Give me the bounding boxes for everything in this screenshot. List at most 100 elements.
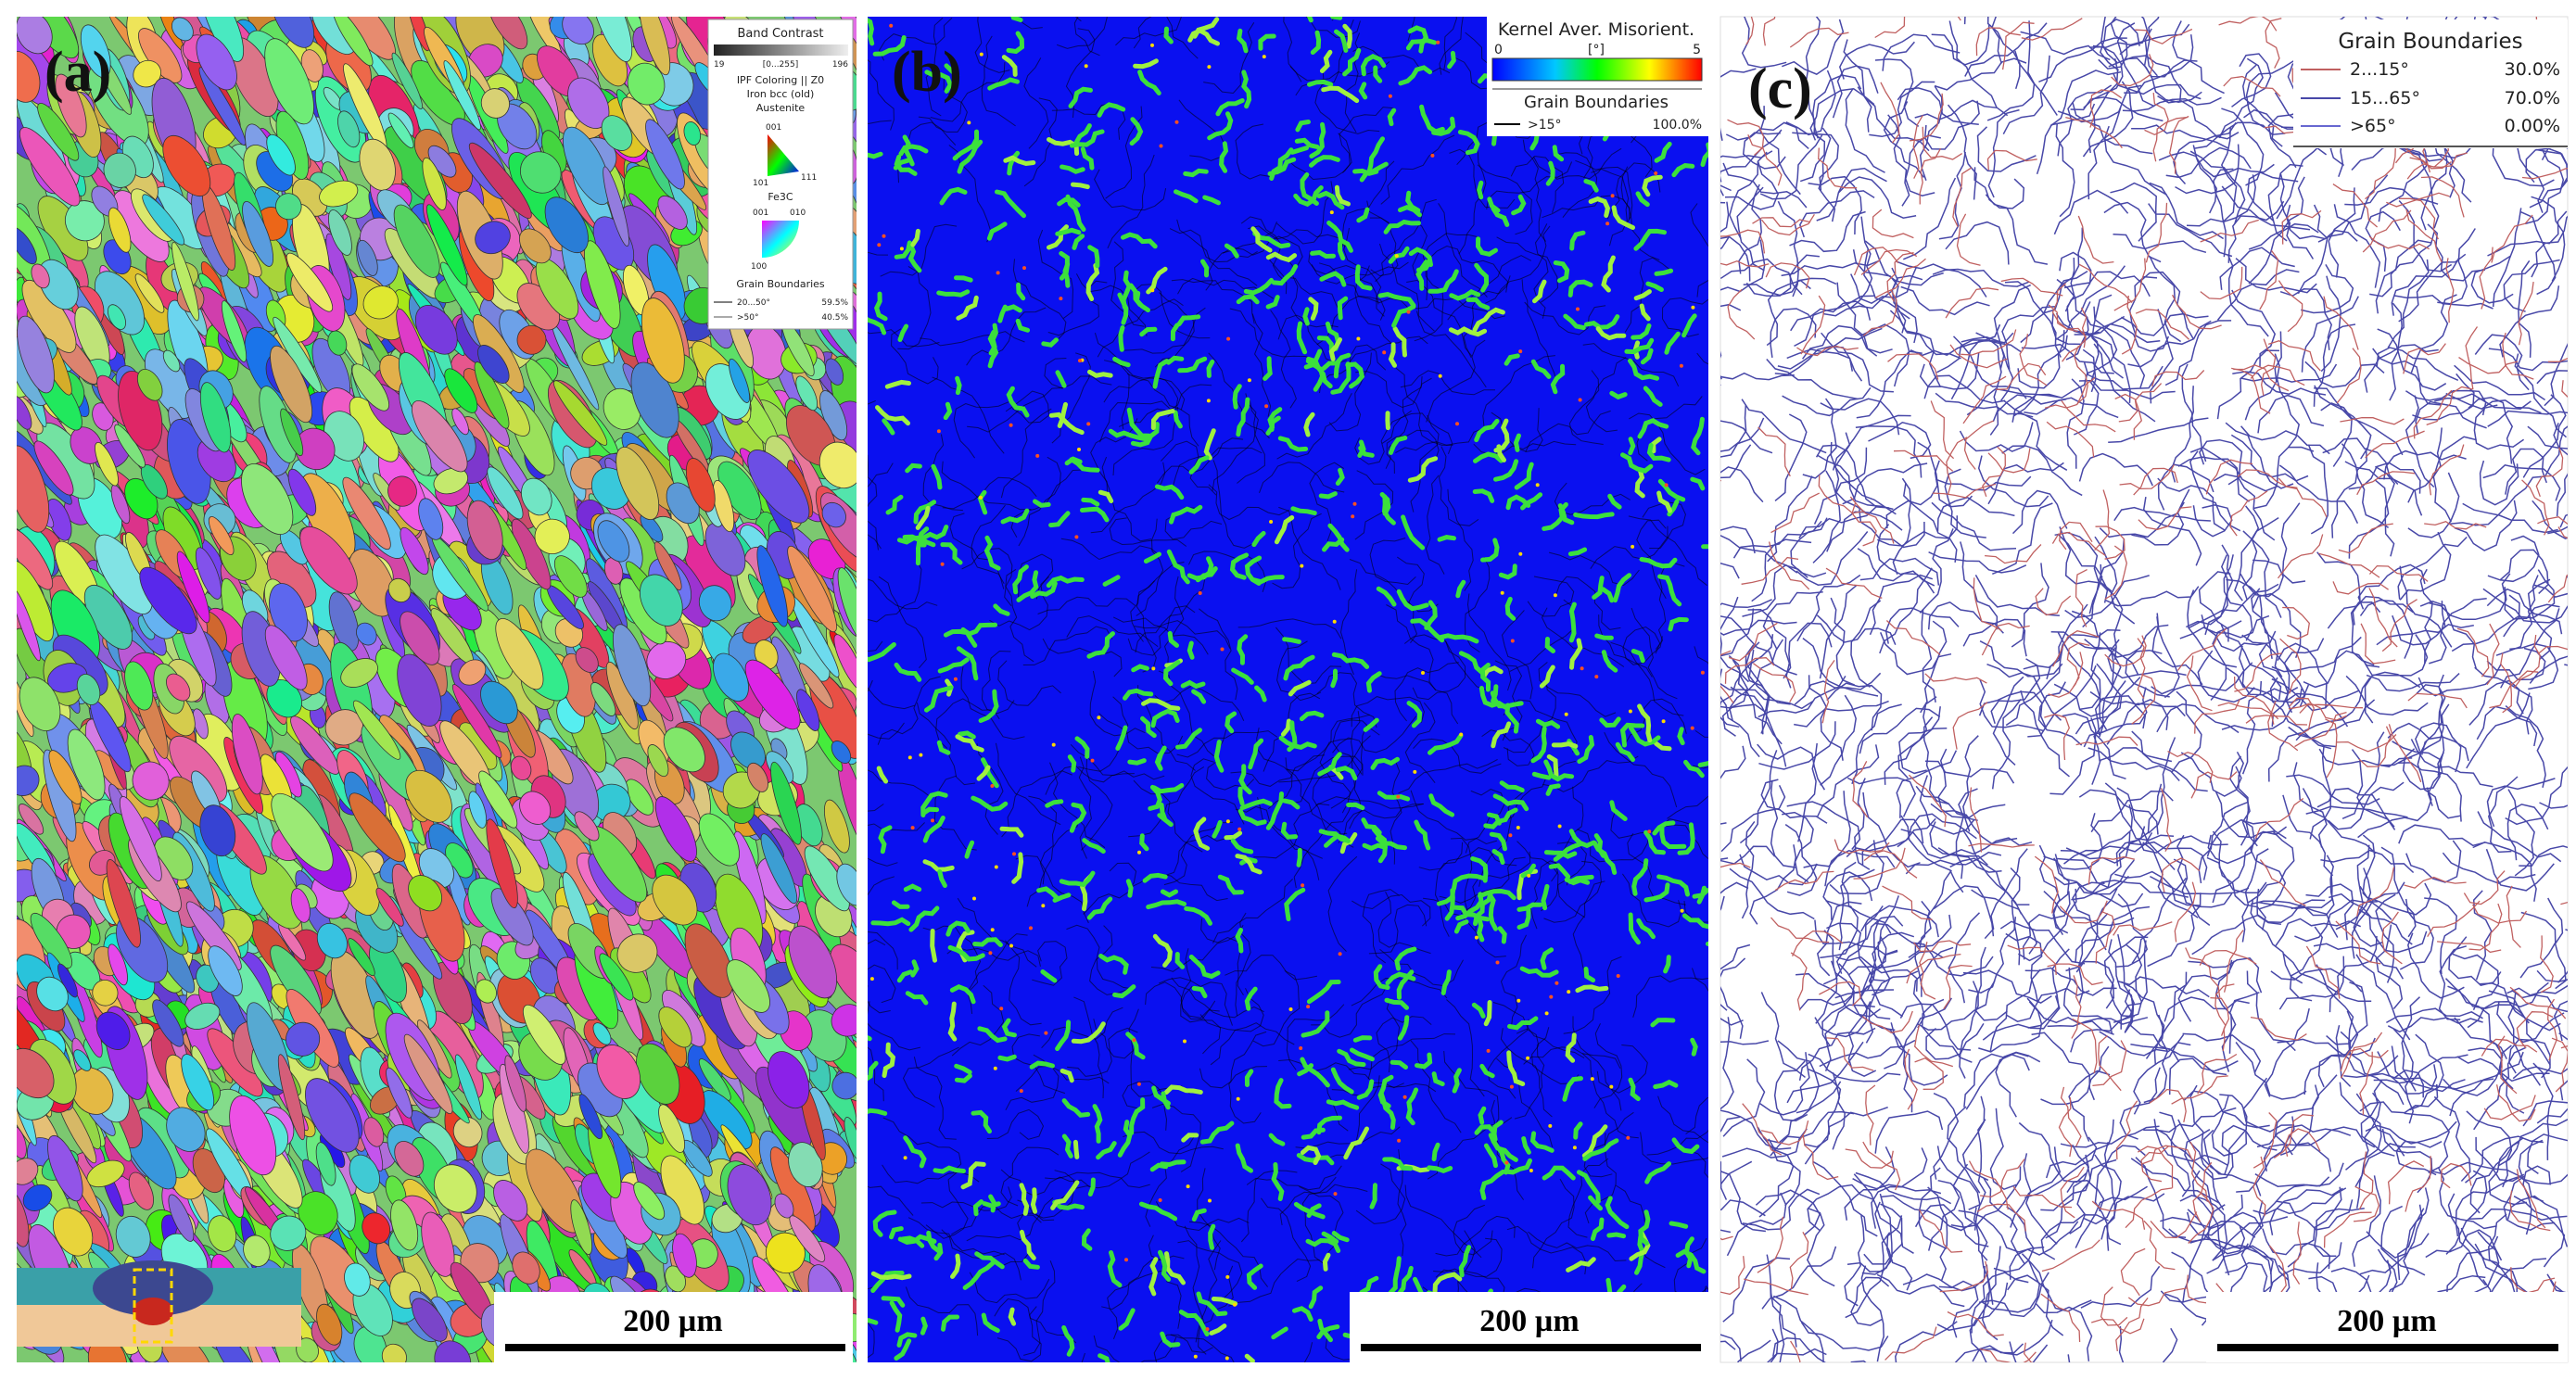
high-kam: [1072, 234, 1085, 250]
grain-boundary: [868, 462, 894, 551]
hagb: [2119, 17, 2149, 56]
grain: [683, 121, 702, 146]
hagb: [2509, 642, 2559, 690]
kam-spot: [1035, 453, 1040, 458]
grain-boundary: [1339, 107, 1395, 173]
grain-boundary: [1375, 198, 1437, 283]
grain: [418, 498, 444, 540]
high-kam: [962, 1260, 996, 1290]
hagb: [2472, 890, 2493, 981]
hagb: [1859, 557, 1940, 586]
grain-boundary: [1180, 948, 1216, 1020]
kam-spot: [999, 1007, 1004, 1011]
hagb: [1877, 1024, 1913, 1113]
high-kam: [1640, 348, 1654, 365]
grain: [831, 1004, 857, 1037]
hagb: [1980, 1260, 2040, 1313]
grain: [95, 1011, 131, 1050]
grain: [825, 358, 844, 386]
grain: [831, 741, 852, 764]
kam-spot: [1548, 1123, 1553, 1128]
hagb: [1720, 1340, 1736, 1350]
hagb: [2053, 189, 2129, 235]
grain-boundary: [1355, 371, 1432, 409]
grain: [795, 375, 818, 411]
hagb: [2091, 294, 2124, 379]
hagb: [2099, 19, 2140, 71]
hagb: [2069, 1158, 2117, 1234]
high-kam: [1478, 1106, 1487, 1125]
hagb: [2428, 587, 2507, 621]
grain-boundary: [1428, 245, 1509, 293]
high-kam: [1628, 912, 1641, 945]
hagb: [1802, 398, 1837, 479]
hagb: [2189, 1084, 2223, 1175]
high-kam: [898, 144, 929, 157]
hagb: [1824, 1004, 1875, 1071]
hagb: [2075, 960, 2135, 1018]
high-kam: [1271, 1162, 1285, 1201]
hagb: [2419, 568, 2433, 665]
high-kam: [1628, 358, 1659, 381]
high-kam: [1148, 784, 1162, 811]
hagb: [2078, 452, 2153, 487]
high-kam: [1191, 985, 1208, 999]
grain: [390, 1199, 419, 1251]
high-kam: [1373, 964, 1390, 990]
hagb: [1947, 104, 1977, 200]
grain: [519, 228, 552, 264]
grain: [493, 1180, 528, 1222]
high-kam: [1193, 817, 1211, 851]
hagb: [1720, 943, 1751, 970]
high-kam: [1472, 488, 1495, 503]
hagb: [2339, 1082, 2405, 1157]
high-kam: [1299, 710, 1325, 722]
hagb: [2320, 402, 2404, 456]
hagb: [1917, 441, 1973, 508]
high-kam: [1477, 180, 1484, 200]
hagb: [2522, 1100, 2568, 1127]
grain-boundary: [1354, 470, 1394, 540]
high-kam: [1504, 703, 1519, 734]
kam-spot: [1097, 715, 1101, 720]
grain: [229, 1095, 277, 1176]
high-kam: [1074, 736, 1090, 759]
hagb: [1979, 640, 2063, 677]
high-kam: [1489, 831, 1507, 852]
hagb: [1766, 1081, 1842, 1144]
high-kam: [1151, 1085, 1171, 1106]
grain-boundary: [868, 822, 925, 831]
hagb: [1805, 17, 1821, 83]
hagb: [1726, 1192, 1787, 1257]
hagb: [2227, 200, 2285, 263]
grain-boundary: [1259, 462, 1345, 493]
high-kam: [1300, 1057, 1330, 1088]
hagb: [1742, 1188, 1821, 1231]
hagb: [2128, 275, 2161, 344]
high-kam: [997, 1054, 1017, 1062]
grain-boundary: [1439, 856, 1526, 904]
hagb: [1722, 162, 1808, 209]
hagb: [2341, 443, 2390, 529]
hagb: [2147, 893, 2202, 968]
kam-spot: [1396, 794, 1401, 799]
kam-spot: [1495, 960, 1500, 965]
high-kam: [1232, 384, 1242, 410]
hagb: [2487, 776, 2519, 854]
grain-boundary: [1199, 987, 1264, 1032]
kam-spot: [1351, 514, 1355, 519]
high-kam: [868, 1318, 879, 1325]
grain-boundary: [967, 386, 1064, 433]
kam-spot: [1500, 590, 1504, 595]
high-kam: [1203, 428, 1216, 461]
hagb: [1826, 922, 1887, 982]
grain: [270, 1215, 307, 1251]
hagb: [2083, 45, 2124, 109]
hagb: [2139, 271, 2195, 340]
high-kam: [868, 316, 887, 336]
hagb: [2316, 551, 2361, 626]
hagb: [2094, 536, 2136, 625]
high-kam: [1282, 637, 1301, 644]
high-kam: [1582, 1138, 1619, 1161]
hagb: [2380, 1205, 2426, 1276]
